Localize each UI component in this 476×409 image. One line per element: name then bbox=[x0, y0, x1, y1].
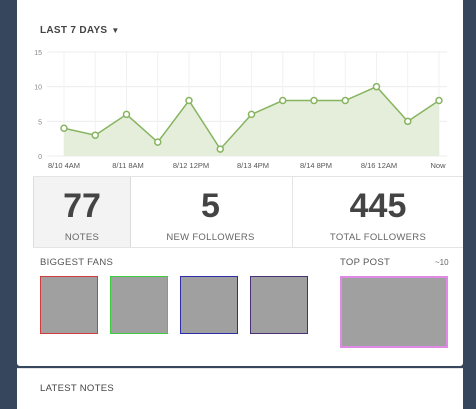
latest-notes-title: LATEST NOTES bbox=[40, 383, 114, 394]
data-point bbox=[279, 96, 287, 105]
activity-chart: 15 10 5 0 8/10 4AM 8/11 8AM 8/12 12PM 8/13 4PM 8… bbox=[34, 50, 447, 170]
x-tick-label: 8/14 8PM bbox=[300, 161, 332, 170]
y-tick-label: 5 bbox=[38, 119, 42, 126]
notes-stat[interactable]: 77 NOTES bbox=[33, 177, 131, 247]
data-point bbox=[122, 110, 131, 119]
y-tick-label: 10 bbox=[34, 85, 42, 92]
fan-avatar[interactable] bbox=[250, 276, 308, 334]
data-point bbox=[435, 96, 443, 105]
data-point bbox=[185, 96, 193, 105]
new-followers-label: NEW FOLLOWERS bbox=[166, 232, 255, 243]
y-tick-label: 0 bbox=[38, 154, 42, 161]
top-post-thumbnail[interactable] bbox=[340, 276, 448, 348]
fan-avatar[interactable] bbox=[180, 276, 238, 334]
stats-row: 77 NOTES 5 NEW FOLLOWERS 445 TOTAL FOLLO… bbox=[33, 176, 463, 248]
total-followers-label: TOTAL FOLLOWERS bbox=[329, 232, 427, 243]
total-followers-stat[interactable]: 445 TOTAL FOLLOWERS bbox=[293, 177, 463, 247]
data-point bbox=[404, 117, 412, 126]
data-point bbox=[91, 131, 99, 139]
data-point bbox=[341, 96, 349, 105]
data-point bbox=[247, 110, 256, 119]
data-point bbox=[216, 145, 224, 153]
x-tick-label: 8/16 12AM bbox=[361, 161, 397, 170]
notes-label: NOTES bbox=[64, 232, 100, 243]
data-point bbox=[60, 124, 68, 133]
notes-count: 77 bbox=[63, 187, 101, 225]
new-followers-stat[interactable]: 5 NEW FOLLOWERS bbox=[129, 177, 292, 247]
x-tick-label: 8/12 12PM bbox=[173, 161, 209, 170]
fan-avatar[interactable] bbox=[110, 276, 168, 334]
caret-down-icon: ▼ bbox=[111, 26, 120, 35]
new-followers-count: 5 bbox=[201, 187, 220, 225]
data-point bbox=[310, 96, 318, 105]
activity-card: LAST 7 DAYS ▼ 15 10 5 0 8/10 4AM 8/11 8AM 8/12… bbox=[17, 0, 463, 366]
x-tick-label: 8/13 4PM bbox=[237, 161, 269, 170]
data-point bbox=[372, 82, 381, 91]
period-dropdown[interactable]: LAST 7 DAYS ▼ bbox=[40, 25, 120, 36]
top-post-title: TOP POST bbox=[340, 257, 391, 268]
period-label: LAST 7 DAYS bbox=[40, 25, 108, 36]
total-followers-count: 445 bbox=[349, 187, 407, 225]
latest-notes-panel: LATEST NOTES bbox=[17, 368, 463, 409]
stats-divider bbox=[292, 177, 293, 247]
x-tick-label: 8/11 8AM bbox=[112, 161, 144, 170]
data-point bbox=[154, 138, 162, 146]
x-tick-label: 8/10 4AM bbox=[48, 161, 80, 170]
x-tick-label: Now bbox=[430, 161, 446, 170]
biggest-fans-title: BIGGEST FANS bbox=[40, 257, 114, 268]
y-tick-label: 15 bbox=[34, 50, 42, 57]
top-post-count: ~10 bbox=[435, 258, 449, 267]
fan-avatar[interactable] bbox=[40, 276, 98, 334]
